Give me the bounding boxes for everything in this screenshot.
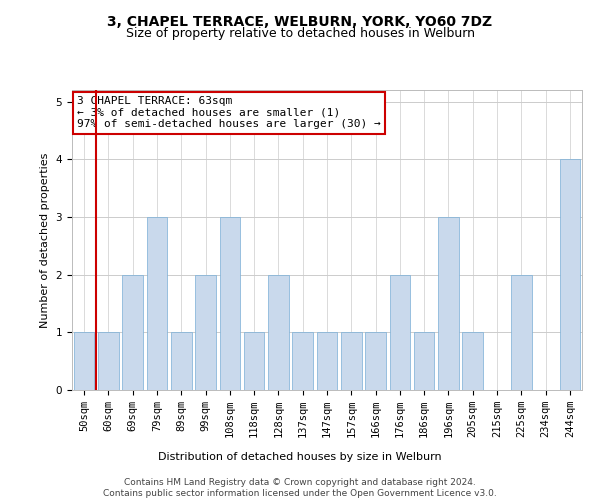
Text: 3 CHAPEL TERRACE: 63sqm
← 3% of detached houses are smaller (1)
97% of semi-deta: 3 CHAPEL TERRACE: 63sqm ← 3% of detached…: [77, 96, 381, 129]
Bar: [560, 159, 580, 390]
Bar: [365, 332, 386, 390]
Bar: [220, 217, 240, 390]
Text: 3, CHAPEL TERRACE, WELBURN, YORK, YO60 7DZ: 3, CHAPEL TERRACE, WELBURN, YORK, YO60 7…: [107, 15, 493, 29]
Text: Distribution of detached houses by size in Welburn: Distribution of detached houses by size …: [158, 452, 442, 462]
Bar: [195, 274, 216, 390]
Bar: [146, 217, 167, 390]
Bar: [74, 332, 94, 390]
Bar: [171, 332, 191, 390]
Text: Contains HM Land Registry data © Crown copyright and database right 2024.: Contains HM Land Registry data © Crown c…: [124, 478, 476, 487]
Bar: [463, 332, 483, 390]
Bar: [268, 274, 289, 390]
Bar: [244, 332, 265, 390]
Bar: [511, 274, 532, 390]
Text: Contains public sector information licensed under the Open Government Licence v3: Contains public sector information licen…: [103, 490, 497, 498]
Bar: [389, 274, 410, 390]
Y-axis label: Number of detached properties: Number of detached properties: [40, 152, 50, 328]
Bar: [317, 332, 337, 390]
Text: Size of property relative to detached houses in Welburn: Size of property relative to detached ho…: [125, 28, 475, 40]
Bar: [122, 274, 143, 390]
Bar: [98, 332, 119, 390]
Bar: [414, 332, 434, 390]
Bar: [438, 217, 459, 390]
Bar: [292, 332, 313, 390]
Bar: [341, 332, 362, 390]
